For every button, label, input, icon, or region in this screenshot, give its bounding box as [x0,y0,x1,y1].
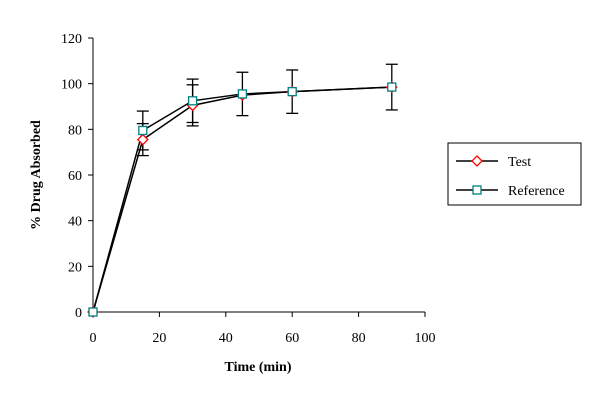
reference-point [287,87,297,97]
reference-point [88,307,98,317]
legend-test-marker [471,155,483,167]
x-tick-label: 100 [415,331,436,346]
y-tick-label: 20 [68,260,82,275]
y-axis-title: % Drug Absorbed [29,120,44,230]
x-tick-label: 40 [219,331,233,346]
reference-point [138,125,148,136]
x-tick-label: 80 [352,331,366,346]
x-axis-ticks: 0 20 40 60 80 100 [90,312,436,346]
y-tick-label: 100 [61,78,82,93]
series-markers [87,81,398,318]
legend-reference-marker [472,185,482,195]
x-tick-label: 0 [90,331,97,346]
y-tick-label: 0 [75,306,82,321]
y-tick-label: 80 [68,123,82,138]
y-axis-ticks: 0 20 40 60 80 100 120 [61,32,93,321]
x-axis-title: Time (min) [224,360,291,375]
axes [92,38,425,313]
reference-series-line [92,86,392,313]
y-tick-label: 40 [68,215,82,230]
series-lines [92,86,392,313]
x-tick-label: 60 [285,331,299,346]
test-point [136,133,149,146]
legend-box [447,142,582,206]
x-tick-label: 20 [152,331,166,346]
legend-reference-label: Reference [508,184,565,199]
legend-test-label: Test [508,155,531,170]
reference-point [387,82,397,92]
test-series-line [92,86,392,313]
reference-point [187,96,198,106]
y-tick-label: 60 [68,169,82,184]
y-tick-label: 120 [61,32,82,47]
legend: Test Reference [447,142,582,206]
reference-point [237,89,248,99]
